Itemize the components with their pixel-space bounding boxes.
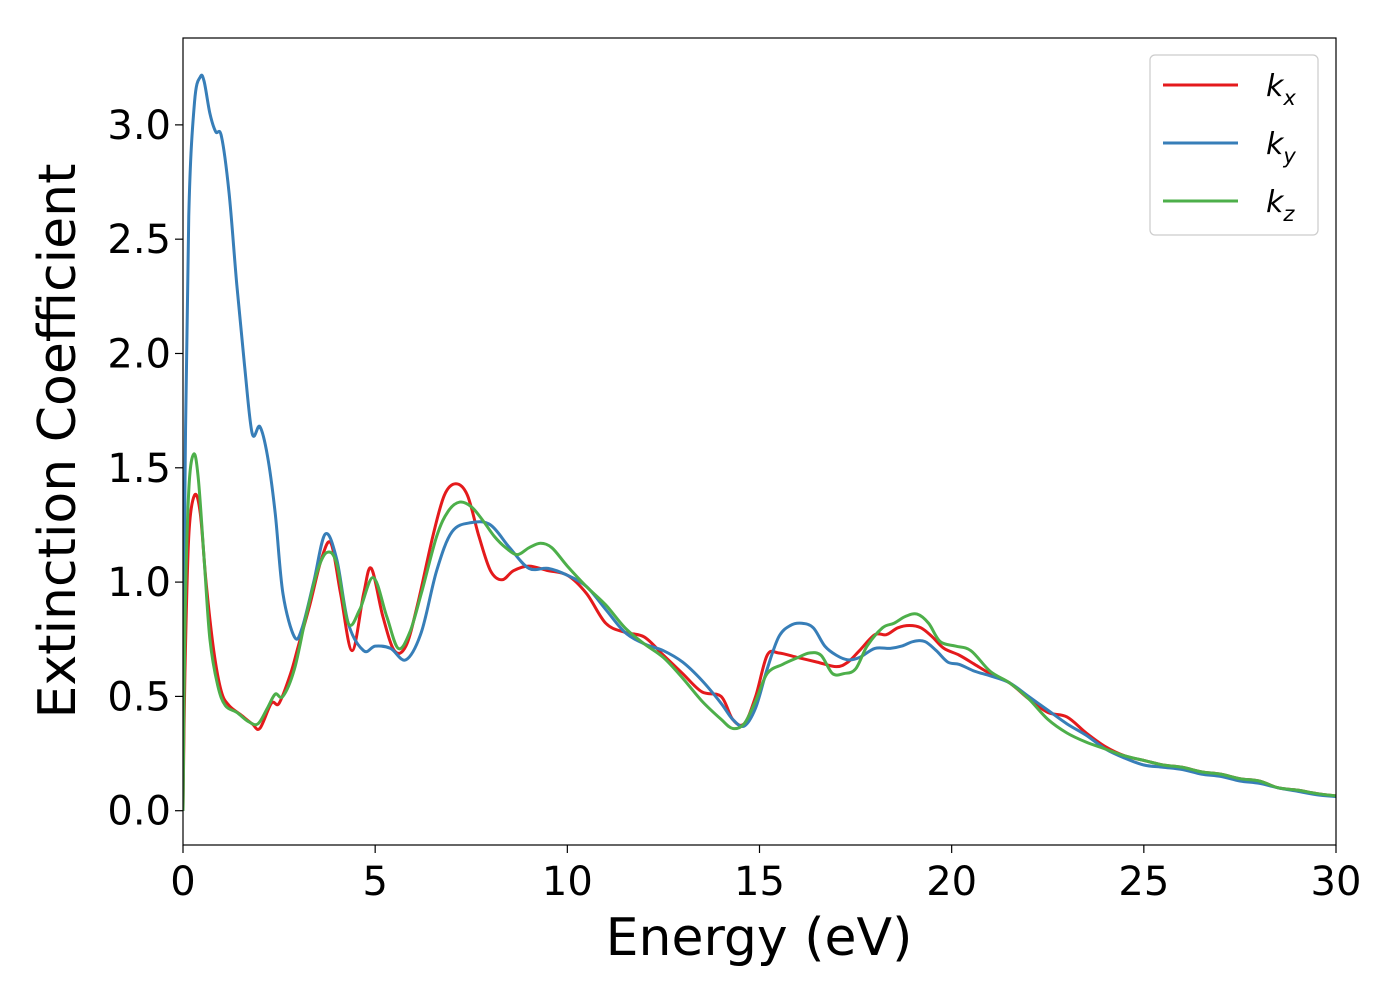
y-tick-label: 2.5 bbox=[107, 217, 171, 263]
x-tick-label: 0 bbox=[170, 859, 195, 905]
x-tick-label: 25 bbox=[1118, 859, 1169, 905]
x-tick-label: 5 bbox=[362, 859, 387, 905]
series-line-kz bbox=[183, 452, 1336, 811]
series-layer bbox=[183, 73, 1336, 811]
y-tick-label: 1.0 bbox=[107, 560, 171, 606]
x-tick-label: 20 bbox=[926, 859, 977, 905]
y-axis-label: Extinction Coefficient bbox=[28, 164, 88, 719]
series-line-ky bbox=[183, 73, 1336, 811]
x-tick-label: 30 bbox=[1311, 859, 1362, 905]
y-axis: 0.0 0.5 1.0 1.5 2.0 2.5 3.0 bbox=[107, 103, 183, 835]
y-tick-label: 2.0 bbox=[107, 331, 171, 377]
x-axis: 0 5 10 15 20 25 30 bbox=[170, 845, 1361, 905]
y-tick-label: 3.0 bbox=[107, 103, 171, 149]
y-tick-label: 0.5 bbox=[107, 674, 171, 720]
y-tick-label: 0.0 bbox=[107, 789, 171, 835]
x-tick-label: 15 bbox=[734, 859, 785, 905]
legend-box bbox=[1149, 54, 1319, 236]
y-tick-label: 1.5 bbox=[107, 446, 171, 492]
x-axis-label: Energy (eV) bbox=[606, 908, 913, 968]
series-line-kx bbox=[183, 482, 1336, 811]
x-tick-label: 10 bbox=[542, 859, 593, 905]
